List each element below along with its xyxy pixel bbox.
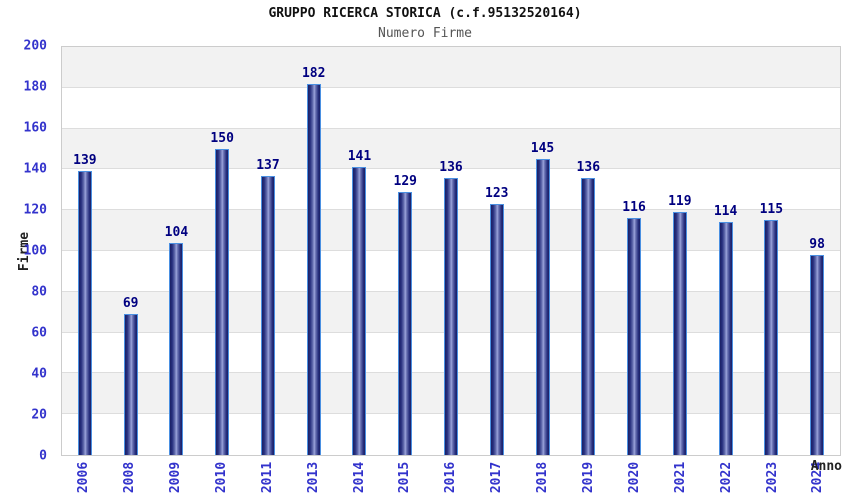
bar-value-label: 150 xyxy=(210,131,234,146)
grid-band xyxy=(62,87,840,129)
x-tick-label: 2010 xyxy=(203,458,241,496)
x-tick-label-text: 2018 xyxy=(535,461,551,493)
y-tick-label: 40 xyxy=(31,366,47,382)
chart-subtitle: Numero Firme xyxy=(378,26,472,41)
bar xyxy=(444,177,458,455)
grid-line xyxy=(62,127,840,129)
bar-value-label: 136 xyxy=(576,159,601,175)
grid-line xyxy=(62,86,840,88)
x-tick-label: 2015 xyxy=(386,458,424,496)
bar-value-label: 182 xyxy=(301,65,326,81)
y-tick-label: 60 xyxy=(31,325,47,341)
x-tick-label: 2014 xyxy=(340,458,378,496)
grid-line xyxy=(62,168,840,170)
bar-value-label: 123 xyxy=(485,186,509,202)
x-tick-label: 2022 xyxy=(707,458,745,496)
x-tick-label-text: 2015 xyxy=(397,461,413,493)
chart-title: GRUPPO RICERCA STORICA (c.f.95132520164) xyxy=(268,6,582,21)
x-tick-label: 2016 xyxy=(432,458,470,496)
x-tick-label-text: 2021 xyxy=(672,461,688,493)
y-tick-label: 120 xyxy=(23,202,47,218)
y-tick-label: 200 xyxy=(23,38,47,54)
x-tick-label-text: 2016 xyxy=(443,461,459,493)
bar xyxy=(306,83,321,455)
x-tick-label-text: 2019 xyxy=(581,461,597,493)
bar-value-label: 145 xyxy=(530,141,555,157)
y-axis-ticks: 200 180 160 140 120 100 80 60 40 20 0 xyxy=(0,39,53,464)
bar xyxy=(718,222,733,455)
x-tick-label-text: 2014 xyxy=(351,461,367,493)
bar xyxy=(810,255,825,455)
y-tick-label: 140 xyxy=(23,161,47,177)
y-tick-label: 160 xyxy=(23,120,47,136)
y-tick-label: 80 xyxy=(31,284,47,300)
x-tick-label-text: 2017 xyxy=(489,461,505,493)
x-tick-label: 2018 xyxy=(524,458,562,496)
x-tick-label: 2008 xyxy=(111,458,149,496)
x-tick-label-text: 2009 xyxy=(168,461,184,493)
bar-value-label: 115 xyxy=(759,202,784,218)
x-tick-label-text: 2023 xyxy=(764,461,780,493)
x-tick-label-text: 2020 xyxy=(627,461,643,493)
bar-value-label: 141 xyxy=(347,149,372,165)
bar xyxy=(764,220,779,455)
bar xyxy=(215,149,230,455)
x-tick-label: 2011 xyxy=(248,458,286,496)
x-tick-label: 2013 xyxy=(294,458,332,496)
bar-value-label: 104 xyxy=(164,224,189,240)
bar-value-label: 139 xyxy=(73,153,97,169)
bar xyxy=(352,167,367,455)
x-tick-label-text: 2011 xyxy=(259,461,275,493)
bar xyxy=(77,171,92,455)
bar xyxy=(489,204,504,455)
x-tick-label-text: 2010 xyxy=(214,461,230,493)
y-tick-label: 100 xyxy=(23,243,47,259)
grid-band xyxy=(62,128,840,170)
x-tick-label: 2020 xyxy=(616,458,654,496)
x-tick-label-text: 2022 xyxy=(718,461,734,493)
grid-band xyxy=(62,47,840,88)
bar-value-label: 129 xyxy=(393,173,417,189)
bar-value-label: 136 xyxy=(439,159,463,175)
bar xyxy=(581,177,596,455)
bar xyxy=(672,212,687,455)
y-tick-label: 20 xyxy=(31,407,47,423)
bar-value-label: 98 xyxy=(809,237,825,253)
bar xyxy=(398,191,413,455)
bar-value-label: 69 xyxy=(122,296,139,312)
bar-value-label: 114 xyxy=(713,204,738,220)
bar-value-label: 119 xyxy=(668,194,692,210)
y-tick-label: 180 xyxy=(23,79,47,95)
bar-value-label: 137 xyxy=(256,157,280,173)
plot-area: 139 69 104 150 137 182 141 129 136 123 145 136 116 11… xyxy=(61,46,841,456)
bar-value-label: 116 xyxy=(622,200,646,216)
bar xyxy=(260,175,275,455)
x-tick-label: 2017 xyxy=(478,458,516,496)
x-tick-label: 2021 xyxy=(661,458,699,496)
bar xyxy=(627,218,642,455)
x-axis-ticks: 2006 2008 2009 2010 2011 2013 2014 2015 2016 2017… xyxy=(61,458,841,498)
y-tick-label: 0 xyxy=(39,448,47,464)
x-tick-label-text: 2013 xyxy=(305,461,321,493)
x-tick-label: 2019 xyxy=(570,458,608,496)
x-axis-label: Anno xyxy=(810,459,842,474)
bar xyxy=(535,159,550,455)
x-tick-label: 2009 xyxy=(157,458,195,496)
x-tick-label: 2006 xyxy=(65,458,103,496)
bar xyxy=(169,242,184,455)
x-tick-label-text: 2008 xyxy=(122,461,138,493)
x-tick-label: 2023 xyxy=(753,458,791,496)
x-tick-label-text: 2006 xyxy=(76,461,92,493)
bar xyxy=(123,314,138,455)
